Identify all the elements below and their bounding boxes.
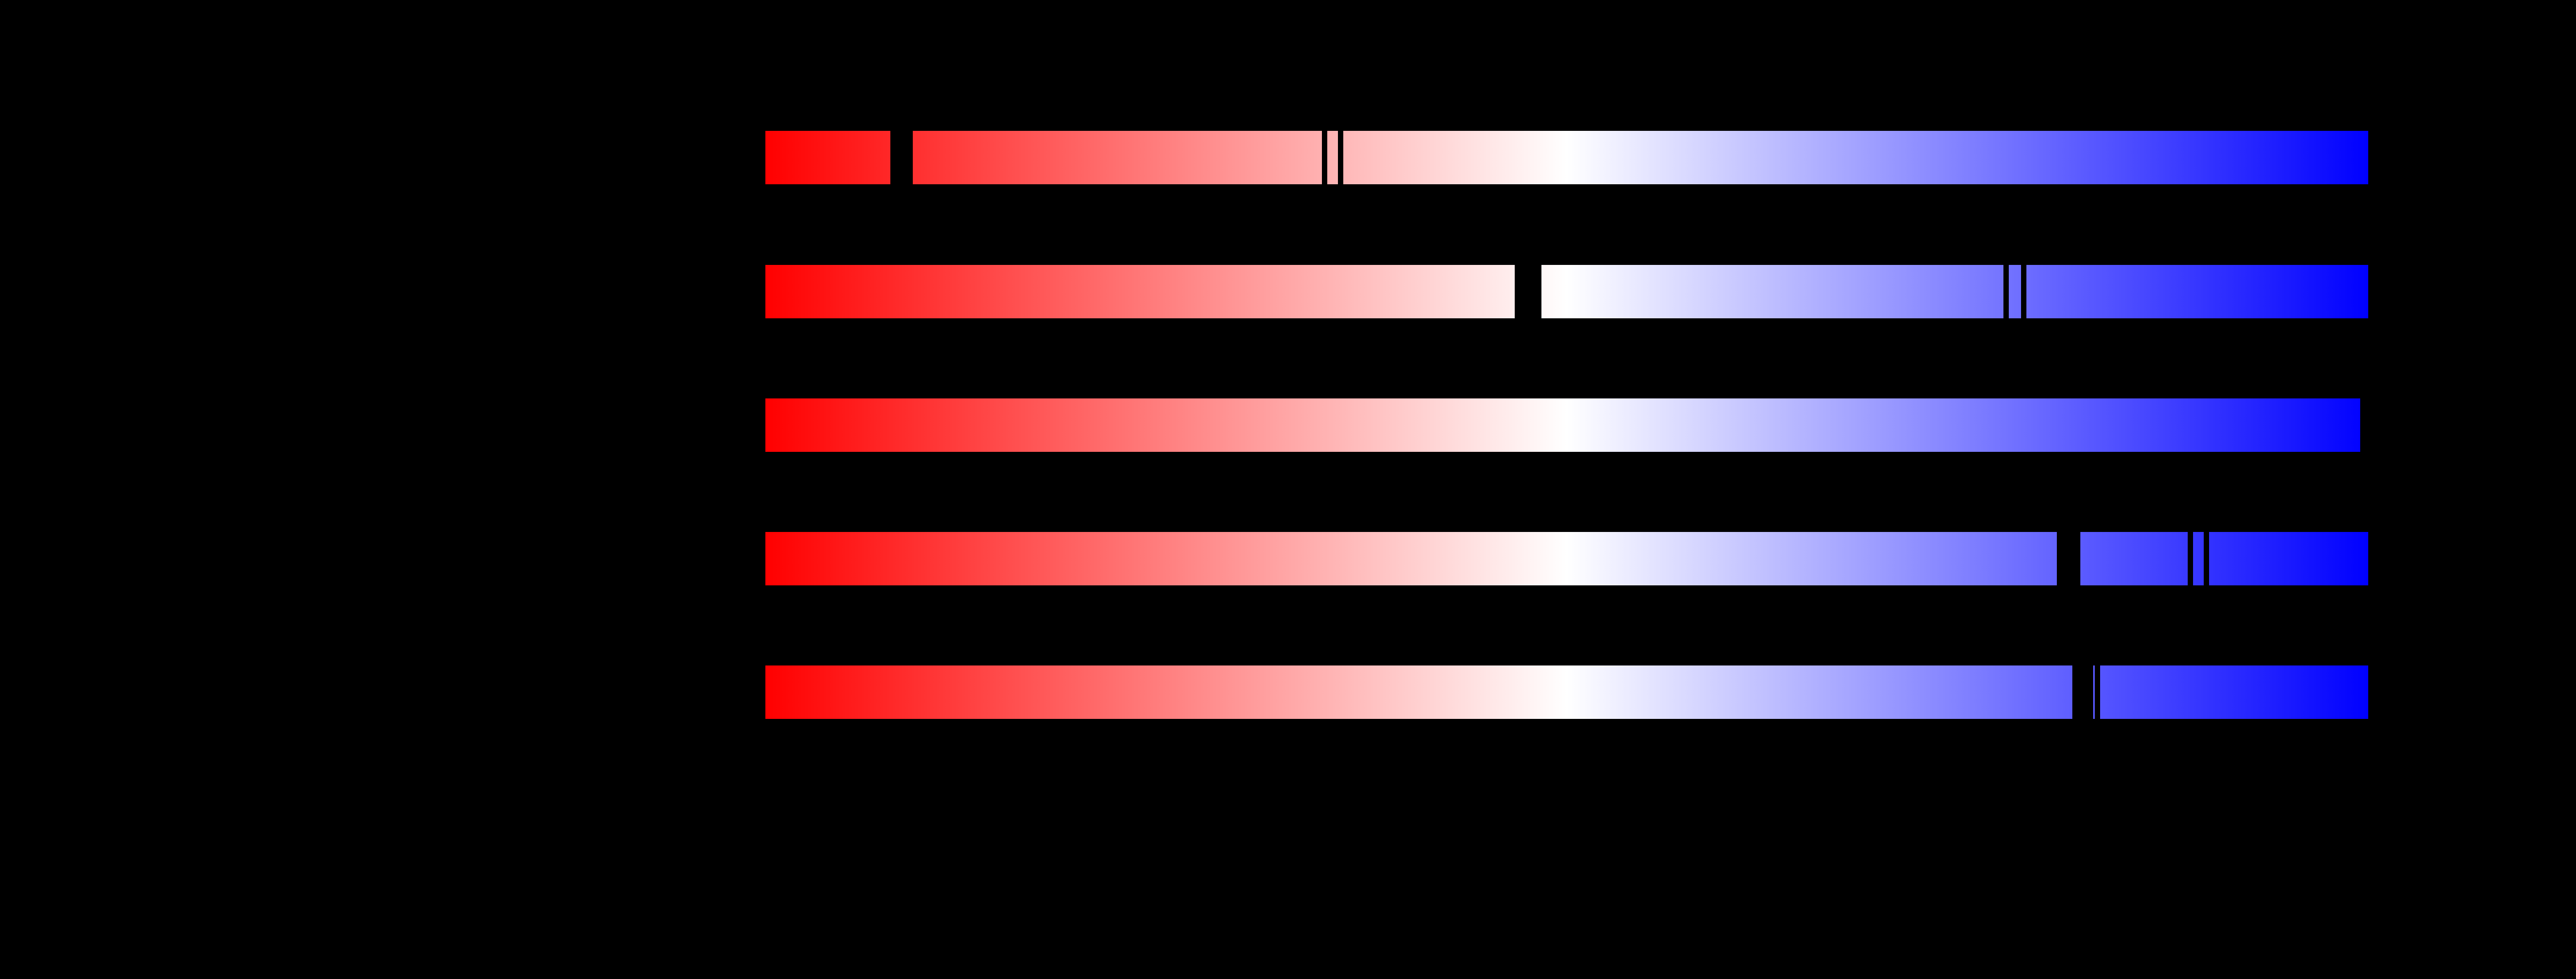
gradient-bar-row-4 <box>765 532 2368 585</box>
thin-marker <box>2095 665 2100 719</box>
thin-marker <box>2188 532 2193 585</box>
gradient-bar-row-1 <box>765 131 2368 184</box>
thick-marker <box>1515 265 1541 318</box>
gradient-bar-row-5 <box>765 665 2368 719</box>
thick-marker <box>2057 532 2080 585</box>
thin-marker <box>2021 265 2026 318</box>
thick-marker <box>890 131 913 184</box>
thin-marker <box>1338 131 1343 184</box>
gradient-bar-row-3 <box>765 398 2360 452</box>
thin-marker <box>1322 131 1327 184</box>
thin-marker <box>2204 532 2209 585</box>
gradient-bar-row-2 <box>765 265 2368 318</box>
thick-marker <box>2072 665 2093 719</box>
thin-marker <box>2003 265 2009 318</box>
